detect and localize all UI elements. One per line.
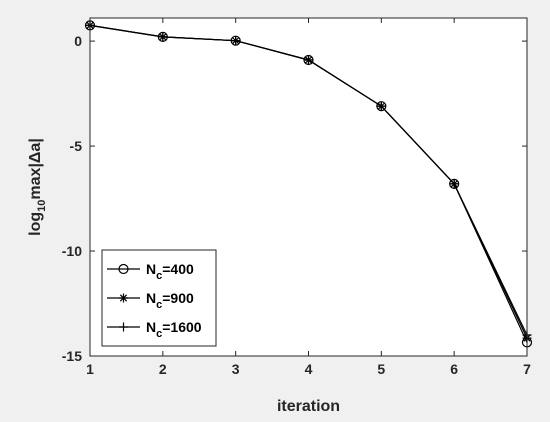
x-tick-label: 6	[450, 361, 458, 377]
x-tick-label: 3	[232, 361, 240, 377]
x-tick-label: 2	[159, 361, 167, 377]
data-point	[304, 55, 313, 65]
data-point	[449, 179, 459, 189]
legend-marker	[118, 263, 129, 275]
y-tick-label: -5	[70, 138, 83, 154]
x-tick-label: 7	[523, 361, 531, 377]
x-tick-label: 1	[86, 361, 94, 377]
axis-ticks: 1 2 3 4 5 6 7 0 -5 -10 -15	[62, 18, 531, 377]
x-tick-label: 4	[305, 361, 313, 377]
legend-entry: Nc=900	[107, 290, 194, 311]
y-tick-label: 0	[74, 33, 82, 49]
y-tick-label: -15	[62, 348, 82, 364]
legend-marker	[119, 293, 128, 303]
y-axis-label: log10max|Δa|	[27, 138, 48, 236]
data-point	[376, 101, 386, 111]
y-tick-label: -10	[62, 243, 82, 259]
legend-label: Nc=400	[146, 261, 194, 282]
data-point	[231, 36, 241, 46]
data-point	[158, 32, 168, 42]
legend-entry: Nc=1600	[107, 319, 202, 340]
legend-label: Nc=900	[146, 290, 194, 311]
x-tick-label: 5	[377, 361, 385, 377]
legend-entries: Nc=400 Nc=900 Nc=1600	[107, 261, 202, 340]
legend-entry: Nc=400	[107, 261, 194, 282]
legend-label: Nc=1600	[146, 319, 202, 340]
x-axis-label: iteration	[277, 398, 340, 415]
legend-marker	[119, 322, 128, 332]
legend: Nc=400 Nc=900 Nc=1600	[101, 249, 217, 347]
